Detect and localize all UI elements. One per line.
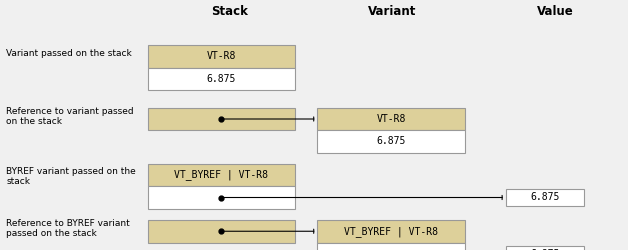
Text: Variant: Variant	[368, 5, 417, 18]
Bar	[317, 242, 465, 250]
Text: Stack: Stack	[211, 5, 247, 18]
Bar	[506, 189, 584, 206]
Text: 6.875: 6.875	[207, 74, 236, 84]
Bar	[148, 164, 295, 186]
Bar	[317, 108, 465, 130]
Bar	[148, 45, 295, 68]
Text: Reference to variant passed
on the stack: Reference to variant passed on the stack	[6, 106, 134, 126]
Bar	[148, 108, 295, 130]
Bar	[148, 220, 295, 242]
Text: Reference to BYREF variant
passed on the stack: Reference to BYREF variant passed on the…	[6, 219, 130, 238]
Text: VT-R8: VT-R8	[207, 51, 236, 61]
Text: VT-R8: VT-R8	[376, 114, 406, 124]
Text: VT_BYREF | VT-R8: VT_BYREF | VT-R8	[175, 170, 268, 180]
Text: 6.875: 6.875	[530, 192, 560, 202]
Bar	[317, 220, 465, 242]
Text: 6.875: 6.875	[376, 136, 406, 146]
Bar	[317, 130, 465, 152]
Text: Value: Value	[538, 5, 574, 18]
Bar	[506, 246, 584, 250]
Text: VT_BYREF | VT-R8: VT_BYREF | VT-R8	[344, 226, 438, 237]
Text: Variant passed on the stack: Variant passed on the stack	[6, 49, 132, 58]
Bar	[148, 68, 295, 90]
Text: 6.875: 6.875	[530, 248, 560, 250]
Text: BYREF variant passed on the
stack: BYREF variant passed on the stack	[6, 166, 136, 186]
Bar	[148, 186, 295, 209]
